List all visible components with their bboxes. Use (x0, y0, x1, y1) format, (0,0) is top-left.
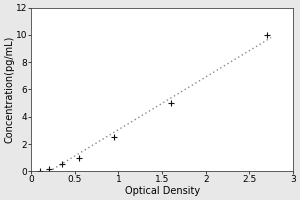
X-axis label: Optical Density: Optical Density (124, 186, 200, 196)
Y-axis label: Concentration(pg/mL): Concentration(pg/mL) (4, 36, 14, 143)
